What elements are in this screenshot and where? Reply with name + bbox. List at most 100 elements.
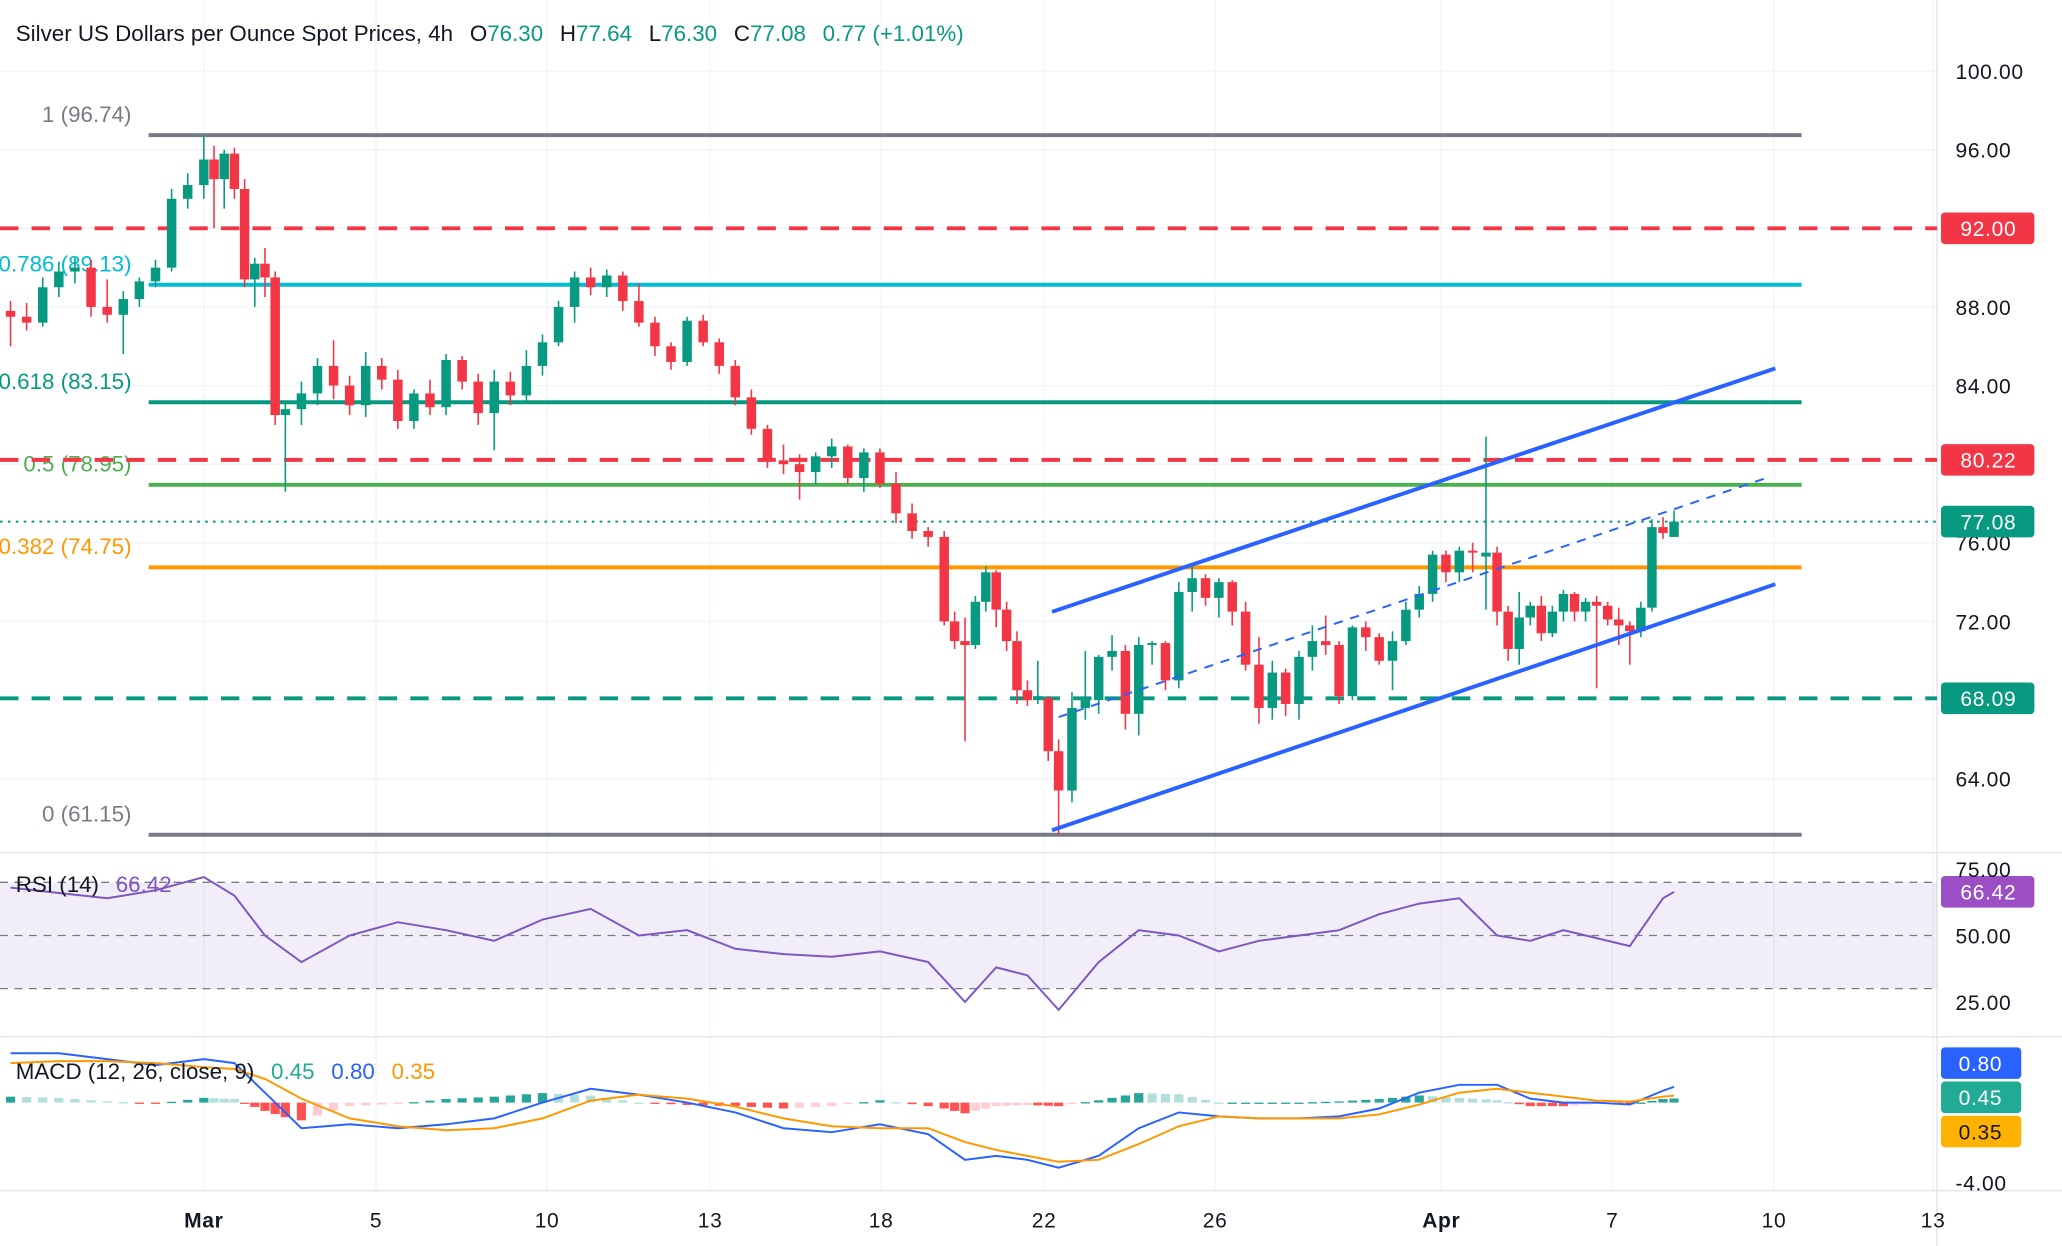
macd-histogram-bar — [1514, 1102, 1524, 1105]
candle — [344, 375, 355, 416]
candle — [118, 291, 129, 355]
time-tick-label: 7 — [1606, 1210, 1618, 1233]
macd-histogram-bar — [634, 1102, 644, 1104]
candle — [1658, 517, 1668, 539]
macd-histogram-bar — [1387, 1097, 1398, 1103]
macd-histogram-bar — [219, 1098, 229, 1103]
macd-histogram-bar — [312, 1102, 323, 1116]
macd-histogram-bar — [1147, 1093, 1157, 1103]
macd-histogram-bar — [811, 1102, 821, 1107]
candle — [54, 261, 64, 298]
macd-histogram-bar — [618, 1100, 628, 1103]
macd-histogram-bar — [1033, 1102, 1043, 1106]
macd-histogram-bar — [505, 1095, 515, 1103]
candle-body — [585, 277, 596, 288]
macd-histogram-bar — [1636, 1102, 1646, 1104]
change-value: 0.77 (+1.01%) — [823, 21, 964, 46]
candle-body — [1033, 696, 1043, 701]
macd-histogram-bar — [1454, 1097, 1464, 1103]
macd-histogram-bar — [1267, 1102, 1277, 1104]
macd-histogram-bar — [1374, 1099, 1384, 1103]
open-label: O — [470, 21, 487, 46]
candle-body — [270, 277, 280, 416]
candle-body — [1547, 611, 1558, 634]
macd-histogram-bar — [1094, 1100, 1104, 1103]
candle — [875, 448, 885, 488]
channel-lower-line[interactable] — [1051, 582, 1776, 833]
candle — [312, 358, 323, 406]
channel-upper-line[interactable] — [1051, 366, 1776, 614]
candle-body — [730, 365, 741, 398]
candle — [1387, 631, 1398, 691]
macd-histogram-bar — [730, 1102, 740, 1107]
macd-signal-value: 0.35 — [392, 1059, 436, 1084]
trend-channel[interactable] — [1051, 366, 1776, 833]
candle — [1441, 550, 1451, 583]
macd-histogram-bar — [38, 1097, 48, 1103]
candle-body — [1467, 550, 1478, 553]
candle — [1294, 650, 1304, 720]
candle — [778, 444, 789, 475]
macd-histogram-bar — [682, 1102, 692, 1105]
candle-body — [1280, 672, 1291, 705]
candle — [1669, 510, 1679, 537]
macd-histogram-bar — [1347, 1100, 1358, 1103]
candle-body — [1525, 605, 1535, 618]
macd-histogram-bar — [1441, 1097, 1451, 1103]
candle-body — [794, 464, 805, 473]
candle-body — [118, 299, 129, 315]
candle — [409, 389, 419, 429]
candle — [1147, 641, 1157, 665]
macd-histogram-bar — [22, 1097, 32, 1103]
candle — [1454, 546, 1465, 583]
macd-histogram-bar — [1536, 1102, 1546, 1107]
macd-histogram-bar — [827, 1102, 837, 1107]
candle-body — [939, 536, 949, 622]
rsi-tick-label: 75.00 — [1955, 859, 2011, 882]
macd-histogram-bar — [473, 1097, 483, 1103]
candle-body — [1093, 656, 1104, 701]
candle — [826, 438, 837, 469]
macd-histogram-bar — [199, 1097, 209, 1103]
macd-histogram-bar — [1625, 1102, 1635, 1105]
rsi-line — [10, 875, 1675, 1012]
candle — [166, 188, 177, 272]
macd-histogram-bar — [1669, 1098, 1679, 1103]
candle-body — [1514, 617, 1524, 649]
candle — [5, 301, 16, 347]
candle-body — [762, 428, 773, 461]
time-tick-label: 10 — [535, 1210, 560, 1233]
candle-body — [457, 360, 467, 382]
candle — [1012, 631, 1022, 705]
time-axis[interactable]: Mar 5 10 13 18 22 26 Apr 7 10 13 — [184, 1210, 1945, 1233]
candle-body — [1414, 593, 1424, 610]
macd-histogram-bar — [1022, 1102, 1033, 1105]
channel-mid-line[interactable] — [1058, 475, 1772, 719]
candle — [1214, 578, 1224, 618]
macd-histogram-bar — [239, 1102, 250, 1104]
candle — [102, 279, 112, 323]
candle — [1602, 601, 1613, 626]
candle — [1503, 605, 1513, 661]
candle — [991, 570, 1001, 628]
macd-histogram-bar — [521, 1094, 532, 1103]
candle — [602, 269, 612, 298]
fibonacci-levels: 1 (96.74) 0.786 (89.13) 0.618 (83.15) 0.5 (… — [0, 102, 1938, 837]
candle — [1267, 660, 1278, 720]
price-axis[interactable]: 100.00 96.00 88.00 84.00 76.00 72.00 64.00 75.0… — [1955, 61, 2023, 1196]
rsi-value: 66.42 — [116, 872, 172, 897]
macd-histogram-bar — [86, 1100, 96, 1103]
candle-body — [1636, 607, 1646, 632]
macd-histogram-bar — [183, 1099, 193, 1103]
macd-histogram-bar — [409, 1102, 419, 1104]
candle-body — [1174, 591, 1184, 681]
candle-body — [1569, 593, 1580, 612]
fib-level-label: 0.5 (78.95) — [23, 452, 131, 477]
candle — [1022, 680, 1033, 706]
candle — [1053, 739, 1064, 835]
candle-body — [1441, 554, 1451, 573]
candle — [1080, 650, 1091, 720]
candle-body — [537, 342, 548, 366]
low-value: 76.30 — [661, 21, 717, 46]
